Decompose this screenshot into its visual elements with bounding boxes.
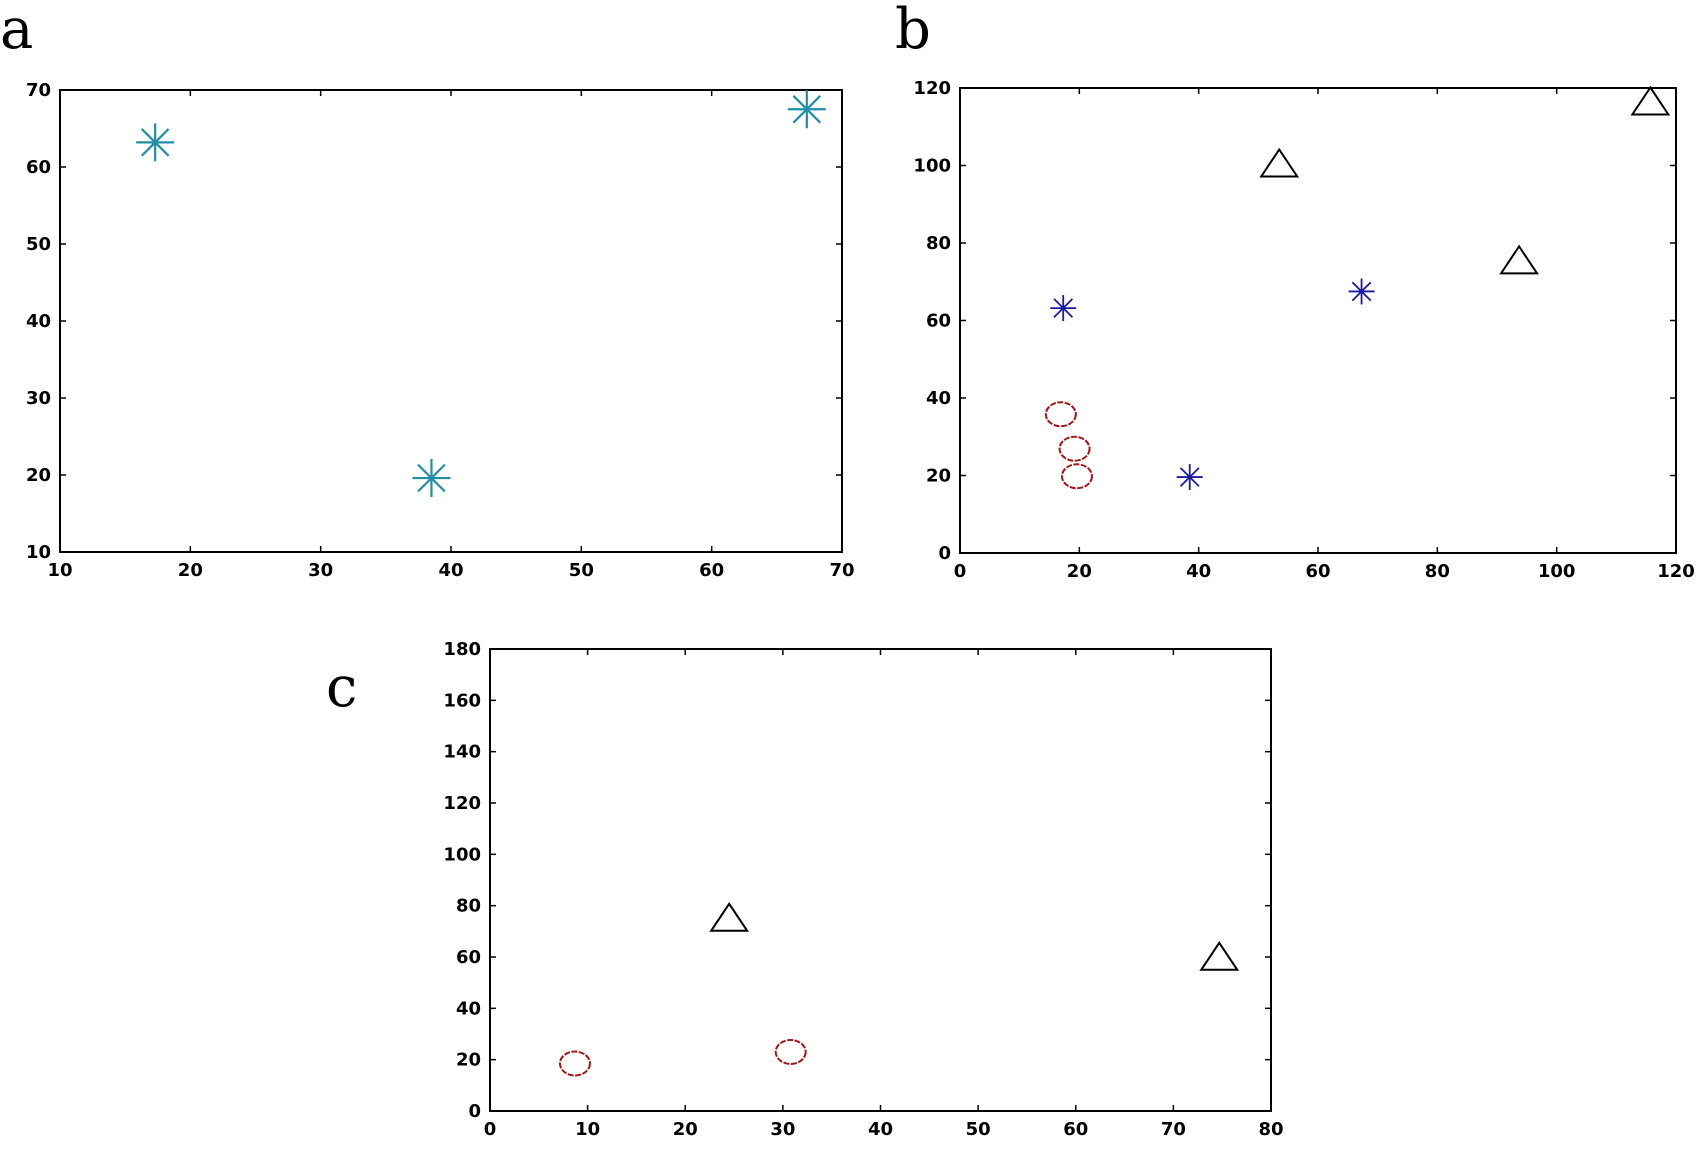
star-marker-stroke [1179, 467, 1200, 487]
star-marker-stroke [792, 95, 822, 124]
x-tick-label-b: 60 [1305, 561, 1330, 582]
y-tick-label-c: 0 [468, 1101, 481, 1122]
y-tick-label-b: 40 [926, 388, 951, 409]
axes-frame-a [59, 89, 843, 553]
x-tick-label-b: 120 [1657, 561, 1695, 582]
x-tick-label-a: 70 [829, 560, 854, 581]
y-tick-label-c: 80 [456, 896, 481, 917]
y-tick-label-a: 50 [26, 234, 51, 255]
star-marker [1348, 278, 1375, 305]
y-tick-label-c: 20 [456, 1050, 481, 1071]
x-tick-label-a: 60 [699, 560, 724, 581]
axes-frame-b [959, 87, 1677, 554]
y-tick-label-a: 30 [26, 388, 51, 409]
panel-letter-a: a [0, 0, 33, 62]
panel-c: c 0 10 20 30 40 50 60 70 80 0 20 40 60 80 100 120 140 160… [326, 639, 1284, 1140]
x-tick-label-b: 80 [1425, 561, 1450, 582]
y-tick-label-b: 80 [926, 233, 951, 254]
y-tick-label-a: 20 [26, 465, 51, 486]
x-tick-label-a: 50 [569, 560, 594, 581]
y-tick-label-c: 140 [443, 742, 481, 763]
x-tick-label-a: 30 [308, 560, 333, 581]
panel-letter-b: b [895, 0, 931, 62]
star-marker-stroke [1351, 281, 1372, 302]
x-tick-label-a: 10 [47, 560, 72, 581]
triangle-marker [1499, 244, 1539, 275]
x-tick-label-c: 70 [1161, 1119, 1186, 1140]
panel-letter-c: c [326, 655, 357, 720]
panel-b: b 0 20 40 60 80 100 120 0 20 40 60 80 100 120 [895, 0, 1695, 582]
x-tick-label-a: 20 [178, 560, 203, 581]
star-marker [1050, 295, 1077, 322]
x-tick-label-c: 60 [1063, 1119, 1088, 1140]
triangle-marker [1199, 940, 1240, 971]
x-tick-label-b: 20 [1067, 561, 1092, 582]
x-tick-label-b: 100 [1538, 561, 1576, 582]
x-tick-label-a: 40 [438, 560, 463, 581]
panel-a: a 10 20 30 40 50 60 70 10 20 30 40 50 60 70 [0, 0, 855, 581]
y-tick-label-a: 70 [26, 80, 51, 101]
y-tick-label-a: 60 [26, 157, 51, 178]
star-marker-stroke [140, 128, 170, 157]
y-tick-label-c: 60 [456, 947, 481, 968]
circle-marker [558, 1050, 591, 1077]
x-tick-label-c: 80 [1258, 1119, 1283, 1140]
y-tick-label-c: 160 [443, 690, 481, 711]
triangle-marker [1259, 147, 1300, 178]
y-tick-label-b: 20 [926, 466, 951, 487]
x-tick-label-c: 30 [770, 1119, 795, 1140]
y-tick-label-a: 10 [26, 542, 51, 563]
y-tick-label-b: 100 [913, 156, 951, 177]
y-tick-label-b: 120 [913, 78, 951, 99]
circle-marker [774, 1038, 807, 1065]
star-marker [136, 123, 175, 162]
circle-marker [1060, 463, 1093, 490]
star-marker [412, 459, 451, 498]
star-marker [787, 90, 826, 129]
y-tick-label-b: 0 [938, 543, 951, 564]
axes-frame-c [489, 648, 1272, 1112]
y-tick-label-c: 40 [456, 998, 481, 1019]
x-tick-label-c: 40 [868, 1119, 893, 1140]
triangle-marker [1630, 85, 1671, 116]
x-tick-label-c: 20 [673, 1119, 698, 1140]
circle-marker [1058, 435, 1091, 462]
y-tick-label-b: 60 [926, 311, 951, 332]
x-tick-label-c: 50 [966, 1119, 991, 1140]
x-tick-label-c: 10 [575, 1119, 600, 1140]
x-tick-label-c: 0 [484, 1119, 497, 1140]
y-tick-label-c: 120 [443, 793, 481, 814]
x-tick-label-b: 40 [1186, 561, 1211, 582]
triangle-marker [709, 901, 750, 932]
star-marker [1176, 464, 1203, 491]
x-tick-label-b: 0 [954, 561, 967, 582]
y-tick-label-c: 100 [443, 844, 481, 865]
star-marker-stroke [1053, 298, 1074, 318]
star-marker-stroke [417, 463, 446, 493]
circle-marker [1044, 401, 1077, 428]
y-tick-label-a: 40 [26, 311, 51, 332]
y-tick-label-c: 180 [443, 639, 481, 660]
